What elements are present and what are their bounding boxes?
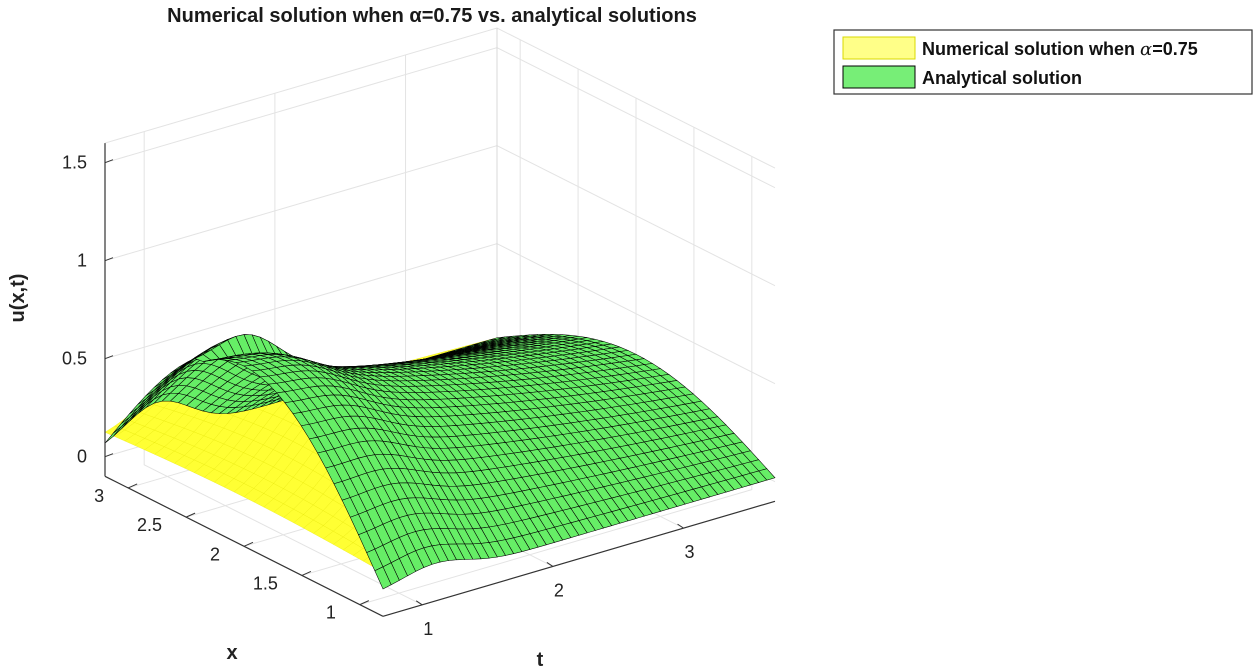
z-tick <box>104 453 114 458</box>
grid-line <box>104 145 776 287</box>
x-tick <box>185 512 196 518</box>
axes <box>104 143 776 617</box>
t-axis-line <box>382 500 776 617</box>
t-tick-label: 2 <box>554 580 564 600</box>
x-axis-label: x <box>226 642 237 664</box>
legend-label-numerical: Numerical solution when α=0.75 <box>922 39 1198 60</box>
grid-line <box>143 131 423 606</box>
t-tick <box>677 523 684 529</box>
z-tick-label: 0.5 <box>62 349 87 369</box>
surface-cell <box>374 566 392 590</box>
t-tick-label: 1 <box>423 619 433 639</box>
x-tick <box>301 570 312 576</box>
x-tick <box>243 541 254 547</box>
legend: Numerical solution when α=0.75 Analytica… <box>833 29 1253 95</box>
t-tick-label: 3 <box>685 542 695 562</box>
z-tick-label: 1.5 <box>62 153 87 173</box>
tick-labels: 0 0.5 1 1.5 1 1.5 2 2.5 3 1 2 3 <box>62 153 695 639</box>
legend-label-analytical: Analytical solution <box>922 68 1082 88</box>
x-tick-label: 1.5 <box>253 573 278 593</box>
grid-line <box>359 156 753 606</box>
t-tick <box>415 600 423 606</box>
surface-analytical <box>104 334 776 590</box>
chart-title: Numerical solution when α=0.75 vs. analy… <box>167 5 697 27</box>
x-tick-label: 3 <box>94 486 104 506</box>
z-tick-label: 1 <box>77 251 87 271</box>
x-tick <box>359 600 370 606</box>
x-tick-label: 2.5 <box>137 515 162 535</box>
x-tick-label: 1 <box>326 603 336 623</box>
z-tick <box>104 159 114 164</box>
x-tick-label: 2 <box>210 544 220 564</box>
z-tick <box>104 355 114 360</box>
t-axis-label: t <box>537 649 544 671</box>
z-axis-label: u(x,t) <box>7 274 29 323</box>
legend-swatch-analytical <box>842 65 916 89</box>
legend-swatch-numerical <box>842 36 916 60</box>
z-tick-label: 0 <box>77 447 87 467</box>
grid-line <box>104 27 776 169</box>
z-tick <box>104 257 114 262</box>
x-tick <box>127 483 138 489</box>
t-tick <box>546 562 554 567</box>
